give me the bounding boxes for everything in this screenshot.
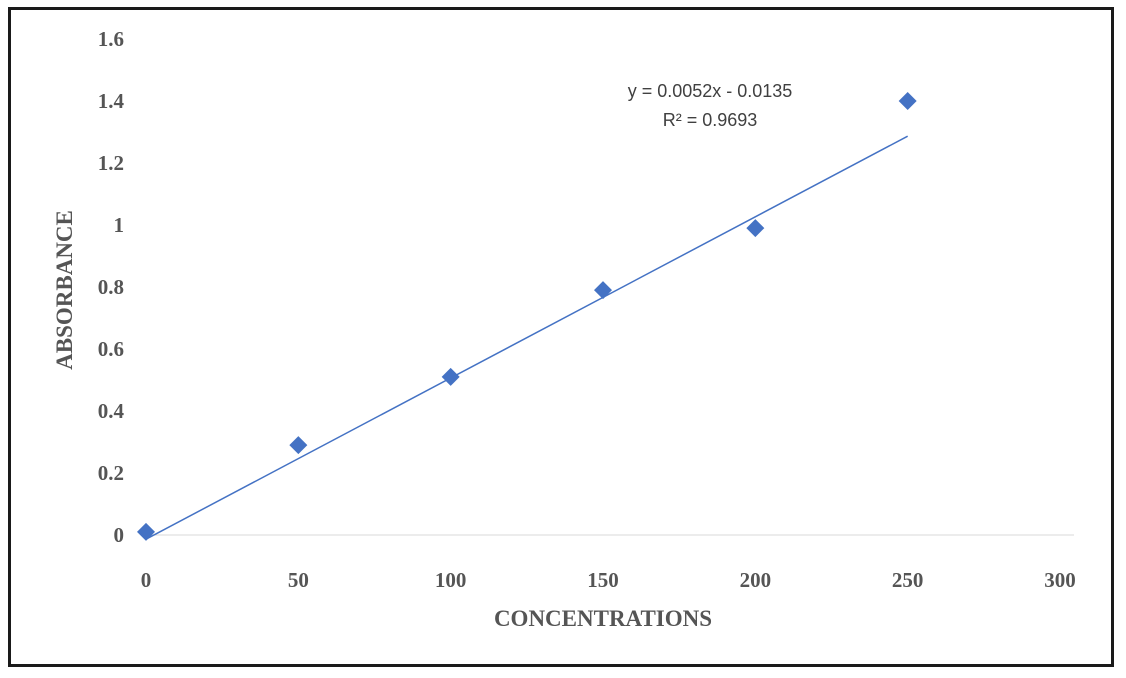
data-point	[746, 219, 765, 238]
data-point	[898, 92, 917, 110]
y-tick-label: 0.2	[98, 461, 124, 485]
x-tick-label: 0	[141, 568, 152, 592]
data-point	[137, 522, 155, 541]
y-tick-label: 1	[114, 213, 125, 237]
x-axis-title: CONCENTRATIONS	[494, 606, 712, 631]
y-axis-title: ABSORBANCE	[52, 210, 77, 370]
y-tick-label: 1.6	[98, 27, 124, 51]
x-tick-label: 250	[892, 568, 924, 592]
data-point	[289, 436, 308, 455]
x-axis-ticks: 0 50 100 150 200 250 300	[141, 568, 1076, 592]
x-tick-label: 50	[288, 568, 309, 592]
y-tick-label: 0.8	[98, 275, 124, 299]
x-tick-label: 150	[587, 568, 619, 592]
y-axis-ticks: 0 0.2 0.4 0.6 0.8 1 1.2 1.4 1.6	[98, 27, 125, 547]
x-tick-label: 200	[740, 568, 772, 592]
data-point	[594, 281, 612, 300]
y-tick-label: 1.4	[98, 89, 125, 113]
y-tick-label: 0	[114, 523, 125, 547]
y-tick-label: 0.6	[98, 337, 124, 361]
y-tick-label: 1.2	[98, 151, 124, 175]
x-tick-label: 300	[1044, 568, 1076, 592]
x-tick-label: 100	[435, 568, 467, 592]
trendline-r-squared: R² = 0.9693	[663, 110, 758, 130]
data-point	[441, 367, 460, 386]
y-tick-label: 0.4	[98, 399, 125, 423]
chart-frame	[8, 7, 1114, 667]
data-points	[137, 92, 917, 541]
trendline-equation: y = 0.0052x - 0.0135	[628, 81, 793, 101]
trendline	[145, 135, 909, 540]
